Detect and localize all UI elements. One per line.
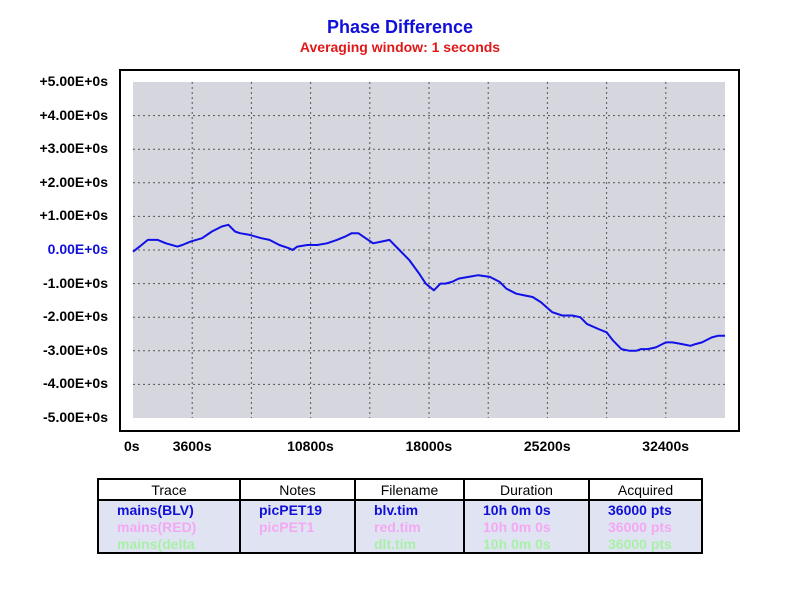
series-layer <box>132 223 725 352</box>
filename-cell: blv.tim <box>354 500 465 518</box>
acquired-cell: 36000 pts <box>588 535 703 554</box>
x-tick-label: 0s <box>124 438 140 454</box>
acquired-cell: 36000 pts <box>588 500 703 518</box>
legend-row-delta: mains(delta dlt.tim 10h 0m 0s 36000 pts <box>97 535 703 554</box>
duration-cell: 10h 0m 0s <box>463 518 590 535</box>
y-tick-label: -4.00E+0s <box>43 375 108 392</box>
x-tick-label: 3600s <box>172 438 212 454</box>
y-tick-label: 0.00E+0s <box>47 241 108 257</box>
header-trace: Trace <box>97 478 241 501</box>
legend-row-red: mains(RED) picPET1 red.tim 10h 0m 0s 360… <box>97 518 703 535</box>
x-tick-label: 18000s <box>405 438 453 454</box>
x-tick-label: 25200s <box>523 438 571 454</box>
legend-row-blv: mains(BLV) picPET19 blv.tim 10h 0m 0s 36… <box>97 500 703 518</box>
chart-subtitle: Averaging window: 1 seconds <box>299 39 501 55</box>
y-tick-label: +1.00E+0s <box>39 207 108 224</box>
y-tick-label: -2.00E+0s <box>43 308 108 325</box>
duration-cell: 10h 0m 0s <box>463 500 590 518</box>
series-line <box>132 223 725 352</box>
header-acquired: Acquired <box>588 478 703 501</box>
y-tick-label: -1.00E+0s <box>43 274 108 291</box>
y-tick-label: +4.00E+0s <box>39 106 108 123</box>
chart-title: Phase Difference <box>326 17 474 37</box>
notes-cell <box>239 535 356 554</box>
x-tick-label: 10800s <box>287 438 334 454</box>
y-tick-label: +2.00E+0s <box>39 173 108 190</box>
legend-header-row: Trace Notes Filename Duration Acquired <box>97 478 703 501</box>
y-tick-label: -3.00E+0s <box>43 341 108 358</box>
grid-lines <box>133 82 725 418</box>
filename-cell: red.tim <box>354 518 465 535</box>
trace-cell: mains(delta <box>97 535 241 554</box>
plot-frame <box>119 69 740 432</box>
notes-cell: picPET19 <box>239 500 356 518</box>
acquired-cell: 36000 pts <box>588 518 703 535</box>
y-tick-label: +5.00E+0s <box>39 73 108 89</box>
trace-cell: mains(BLV) <box>97 500 241 518</box>
y-tick-label: -5.00E+0s <box>43 409 108 425</box>
trace-cell: mains(RED) <box>97 518 241 535</box>
notes-cell: picPET1 <box>239 518 356 535</box>
header-filename: Filename <box>354 478 465 501</box>
header-duration: Duration <box>463 478 590 501</box>
duration-cell: 10h 0m 0s <box>463 535 590 554</box>
filename-cell: dlt.tim <box>354 535 465 554</box>
header-notes: Notes <box>239 478 356 501</box>
y-tick-label: +3.00E+0s <box>39 140 108 157</box>
trace-legend-table: Trace Notes Filename Duration Acquired m… <box>97 478 703 554</box>
x-tick-label: 32400s <box>642 438 690 454</box>
